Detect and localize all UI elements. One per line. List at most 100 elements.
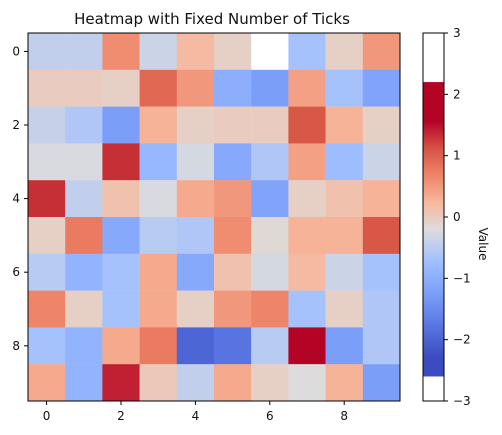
- heatmap-cell-r9-c3: [139, 364, 177, 402]
- heatmap-cell-r6-c3: [139, 253, 177, 291]
- colorbar-tick-label-3: 0: [453, 210, 461, 224]
- heatmap-cell-r7-c6: [251, 290, 289, 328]
- heatmap-cell-r2-c1: [65, 106, 103, 144]
- heatmap-cell-r7-c7: [288, 290, 326, 328]
- heatmap-cell-r5-c6: [251, 217, 289, 254]
- heatmap-cell-r5-c5: [214, 217, 252, 254]
- y-tick-label-0: 0: [12, 44, 20, 58]
- heatmap-cell-r8-c7: [288, 327, 326, 365]
- heatmap-cell-r8-c3: [139, 327, 177, 365]
- heatmap-frame: [27, 32, 401, 402]
- heatmap-cell-r3-c5: [214, 143, 252, 181]
- heatmap-cell-r1-c4: [176, 69, 215, 107]
- heatmap-cell-r3-c2: [102, 143, 140, 181]
- heatmap-cell-r3-c4: [176, 143, 215, 181]
- heatmap-cell-r6-c8: [325, 253, 363, 291]
- heatmap-cell-r1-c9: [362, 69, 401, 107]
- colorbar-gradient: [423, 82, 444, 377]
- heatmap-cell-r4-c6: [251, 180, 289, 218]
- heatmap-cell-r7-c3: [139, 290, 177, 328]
- heatmap-cell-r7-c0: [28, 290, 66, 328]
- colorbar-tick-label-2: 1: [453, 149, 461, 163]
- colorbar-tick-label-6: −3: [453, 394, 471, 408]
- heatmap-cell-r7-c2: [102, 290, 140, 328]
- heatmap-cell-r5-c7: [288, 217, 326, 254]
- heatmap-cell-r9-c1: [65, 364, 103, 402]
- heatmap-cell-r8-c8: [325, 327, 363, 365]
- heatmap-cell-r6-c4: [176, 253, 215, 291]
- heatmap-cell-r1-c6: [251, 69, 289, 107]
- heatmap-cell-r4-c9: [362, 180, 401, 218]
- y-tick-label-8: 8: [12, 339, 20, 353]
- heatmap-cell-r8-c0: [28, 327, 66, 365]
- heatmap-cell-r4-c3: [139, 180, 177, 218]
- heatmap-cell-r7-c5: [214, 290, 252, 328]
- heatmap-cell-r1-c7: [288, 69, 326, 107]
- heatmap-cell-r0-c5: [214, 33, 252, 70]
- heatmap-cell-r8-c2: [102, 327, 140, 365]
- heatmap-cell-r2-c0: [28, 106, 66, 144]
- heatmap-cell-r2-c9: [362, 106, 401, 144]
- heatmap-cell-r6-c6: [251, 253, 289, 291]
- heatmap-cell-r3-c0: [28, 143, 66, 181]
- heatmap-cell-r3-c3: [139, 143, 177, 181]
- heatmap-cell-r4-c0: [28, 180, 66, 218]
- heatmap-cell-r7-c9: [362, 290, 401, 328]
- heatmap-cell-r4-c4: [176, 180, 215, 218]
- heatmap-cell-r9-c6: [251, 364, 289, 402]
- colorbar-label: Value: [476, 228, 490, 261]
- heatmap-cell-r4-c5: [214, 180, 252, 218]
- heatmap-cell-r2-c8: [325, 106, 363, 144]
- y-tick-label-6: 6: [12, 265, 20, 279]
- x-tick-label-6: 6: [266, 409, 274, 423]
- heatmap-cell-r6-c2: [102, 253, 140, 291]
- heatmap-cell-r3-c1: [65, 143, 103, 181]
- heatmap-cell-r6-c1: [65, 253, 103, 291]
- heatmap-cell-r5-c3: [139, 217, 177, 254]
- heatmap-cell-r6-c7: [288, 253, 326, 291]
- heatmap-cell-r9-c5: [214, 364, 252, 402]
- heatmap-cell-r2-c2: [102, 106, 140, 144]
- heatmap-cell-r0-c9: [362, 33, 401, 70]
- heatmap-cell-r0-c8: [325, 33, 363, 70]
- heatmap-cell-r5-c8: [325, 217, 363, 254]
- colorbar-tick-label-1: 2: [453, 87, 461, 101]
- colorbar-tick-label-5: −2: [453, 333, 471, 347]
- heatmap-cell-r0-c2: [102, 33, 140, 70]
- heatmap-cell-r0-c3: [139, 33, 177, 70]
- heatmap-cell-r7-c1: [65, 290, 103, 328]
- heatmap-cell-r7-c8: [325, 290, 363, 328]
- heatmap-cell-r3-c8: [325, 143, 363, 181]
- heatmap-cell-r9-c0: [28, 364, 66, 402]
- heatmap-cell-r9-c2: [102, 364, 140, 402]
- chart-title: Heatmap with Fixed Number of Ticks: [74, 10, 350, 28]
- heatmap-cell-r6-c0: [28, 253, 66, 291]
- heatmap-cell-r2-c7: [288, 106, 326, 144]
- heatmap-cell-r9-c8: [325, 364, 363, 402]
- x-tick-label-8: 8: [340, 409, 348, 423]
- heatmap-cell-r5-c9: [362, 217, 401, 254]
- heatmap-cell-r4-c7: [288, 180, 326, 218]
- heatmap-cell-r9-c4: [176, 364, 215, 402]
- heatmap-cell-r7-c4: [176, 290, 215, 328]
- heatmap-cell-r1-c0: [28, 69, 66, 107]
- y-tick-label-4: 4: [12, 192, 20, 206]
- colorbar-tick-label-0: 3: [453, 26, 461, 40]
- heatmap-cell-r8-c6: [251, 327, 289, 365]
- heatmap-cell-r1-c5: [214, 69, 252, 107]
- heatmap-cell-r6-c5: [214, 253, 252, 291]
- colorbar-tick-label-4: −1: [453, 271, 471, 285]
- heatmap-cell-r1-c2: [102, 69, 140, 107]
- heatmap-cell-r4-c1: [65, 180, 103, 218]
- heatmap-cell-r8-c5: [214, 327, 252, 365]
- heatmap-cell-r2-c4: [176, 106, 215, 144]
- heatmap-cell-r5-c1: [65, 217, 103, 254]
- heatmap-cell-r8-c1: [65, 327, 103, 365]
- colorbar: 3 2 1 0 −1 −2 −3: [422, 26, 471, 408]
- heatmap-cell-r6-c9: [362, 253, 401, 291]
- heatmap-cell-r3-c7: [288, 143, 326, 181]
- y-tick-label-2: 2: [12, 118, 20, 132]
- heatmap-cell-r0-c0: [28, 33, 66, 70]
- heatmap-cell-r4-c8: [325, 180, 363, 218]
